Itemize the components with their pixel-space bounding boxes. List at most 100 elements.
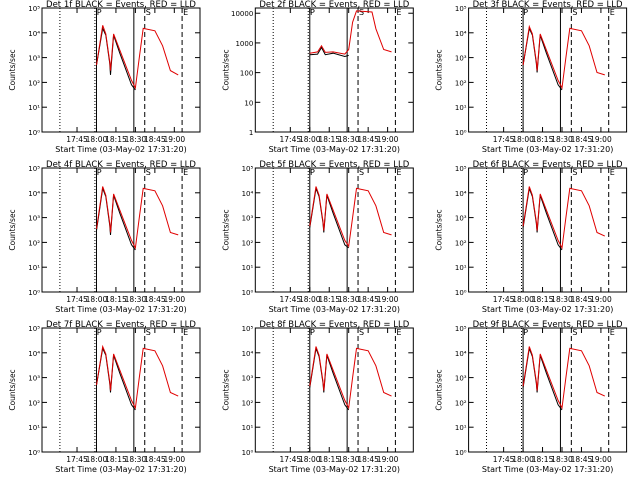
x-tick-label: 18:00 (512, 295, 534, 304)
y-tick-label: 10⁰ (455, 449, 467, 457)
y-tick-label: 10³ (242, 215, 254, 223)
x-tick-label: 18:30 (338, 455, 360, 464)
y-tick-label: 10⁰ (455, 289, 467, 297)
x-axis-label: Start Time (03-May-02 17:31:20) (55, 305, 186, 314)
y-tick-label: 10000 (231, 10, 253, 18)
x-axis-label: Start Time (03-May-02 17:31:20) (269, 145, 400, 154)
marker-letter: P (523, 328, 528, 337)
events-series-line (309, 346, 350, 411)
y-axis-label: Counts/sec (8, 209, 17, 250)
plot-frame (254, 327, 414, 453)
lld-series-line (96, 186, 179, 250)
x-tick-label: 18:45 (357, 135, 379, 144)
lld-series-line (96, 25, 179, 90)
marker-letter: E (183, 328, 188, 337)
x-tick-label: 18:15 (318, 135, 340, 144)
y-tick-label: 10³ (455, 215, 467, 223)
x-tick-label: 18:45 (357, 295, 379, 304)
marker-letter: P (523, 8, 528, 17)
y-tick-label: 10¹ (28, 424, 40, 432)
chart-title: Det 9f BLACK = Events, RED = LLD (473, 320, 623, 330)
y-tick-label: 10¹ (455, 264, 467, 272)
x-tick-label: 19:00 (590, 135, 612, 144)
y-axis-label: Counts/sec (435, 49, 444, 90)
x-tick-label: 18:00 (299, 135, 321, 144)
x-axis-label: Start Time (03-May-02 17:31:20) (482, 305, 613, 314)
x-axis-label: Start Time (03-May-02 17:31:20) (55, 145, 186, 154)
x-tick-label: 17:45 (493, 135, 515, 144)
x-tick-label: 17:45 (493, 295, 515, 304)
events-series-line (96, 186, 136, 251)
panel-det-5: Det 5f BLACK = Events, RED = LLD 10⁰ 10¹ 10… (221, 160, 414, 314)
lld-series-line (522, 346, 606, 410)
x-tick-label: 18:00 (512, 455, 534, 464)
chart-title: Det 2f BLACK = Events, RED = LLD (259, 0, 409, 10)
y-tick-label: 10⁴ (455, 30, 467, 38)
plot-frame (254, 167, 414, 293)
marker-letter: E (396, 8, 401, 17)
panel-det-1: Det 1f BLACK = Events, RED = LLD 10⁰ 10¹ 10… (8, 0, 201, 154)
y-tick-label: 10⁵ (28, 325, 40, 333)
x-tick-label: 18:15 (105, 135, 127, 144)
lld-series-line (309, 346, 392, 410)
marker-letter: P (97, 168, 102, 177)
y-tick-label: 10⁵ (242, 165, 254, 173)
panel-det-9: Det 9f BLACK = Events, RED = LLD 10⁰ 10¹ 10… (435, 320, 628, 474)
panel-det-6: Det 6f BLACK = Events, RED = LLD 10⁰ 10¹ 10… (435, 160, 628, 314)
y-tick-label: 10² (242, 399, 254, 407)
y-tick-label: 10⁴ (242, 190, 254, 198)
y-axis-label: Counts/sec (221, 49, 230, 90)
y-tick-label: 10¹ (455, 424, 467, 432)
chart-title: Det 8f BLACK = Events, RED = LLD (259, 320, 409, 330)
events-series-line (522, 186, 563, 251)
x-tick-label: 19:00 (590, 295, 612, 304)
chart-title: Det 7f BLACK = Events, RED = LLD (46, 320, 196, 330)
x-tick-label: 19:00 (164, 455, 186, 464)
x-tick-label: 18:15 (532, 295, 554, 304)
y-tick-label: 10¹ (28, 104, 40, 112)
y-tick-label: 10⁴ (28, 190, 40, 198)
y-tick-label: 10³ (28, 55, 40, 63)
y-tick-label: 10³ (455, 55, 467, 63)
y-tick-label: 100 (240, 70, 253, 78)
panel-det-4: Det 4f BLACK = Events, RED = LLD 10⁰ 10¹ 10… (8, 160, 201, 314)
x-tick-label: 18:30 (125, 295, 147, 304)
marker-letter: E (183, 168, 188, 177)
x-tick-label: 18:00 (299, 295, 321, 304)
y-tick-label: 10⁵ (455, 165, 467, 173)
x-tick-label: 18:30 (125, 455, 147, 464)
y-tick-label: 10⁴ (455, 190, 467, 198)
marker-letter: S (146, 8, 151, 17)
y-tick-label: 10³ (28, 375, 40, 383)
marker-letter: S (146, 168, 151, 177)
y-tick-label: 10⁰ (455, 129, 467, 137)
y-tick-label: 10² (28, 399, 40, 407)
y-tick-label: 10⁴ (28, 350, 40, 358)
events-series-line (522, 346, 563, 411)
y-tick-label: 10⁵ (455, 325, 467, 333)
marker-letter: S (572, 168, 577, 177)
y-tick-label: 10⁵ (28, 165, 40, 173)
y-tick-label: 10³ (28, 215, 40, 223)
y-tick-label: 10² (28, 79, 40, 87)
lld-series-line (522, 24, 605, 90)
plot-frame (468, 327, 628, 453)
lld-series-line (522, 186, 606, 250)
y-tick-label: 10⁴ (28, 30, 40, 38)
marker-letter: S (359, 328, 364, 337)
y-tick-label: 10³ (242, 375, 254, 383)
x-tick-label: 18:45 (357, 455, 379, 464)
lld-series-line (309, 186, 392, 248)
x-tick-label: 17:45 (66, 455, 88, 464)
plot-frame (468, 167, 628, 293)
x-tick-label: 18:15 (105, 455, 127, 464)
chart-title: Det 5f BLACK = Events, RED = LLD (259, 160, 409, 170)
panel-det-2: Det 2f BLACK = Events, RED = LLD 1 10 100 10… (221, 0, 414, 154)
y-tick-label: 10⁵ (455, 5, 467, 13)
events-series-line (309, 46, 349, 58)
x-tick-label: 18:30 (551, 455, 573, 464)
plot-frame (41, 167, 201, 293)
x-tick-label: 18:00 (86, 455, 108, 464)
x-tick-label: 18:45 (571, 455, 593, 464)
